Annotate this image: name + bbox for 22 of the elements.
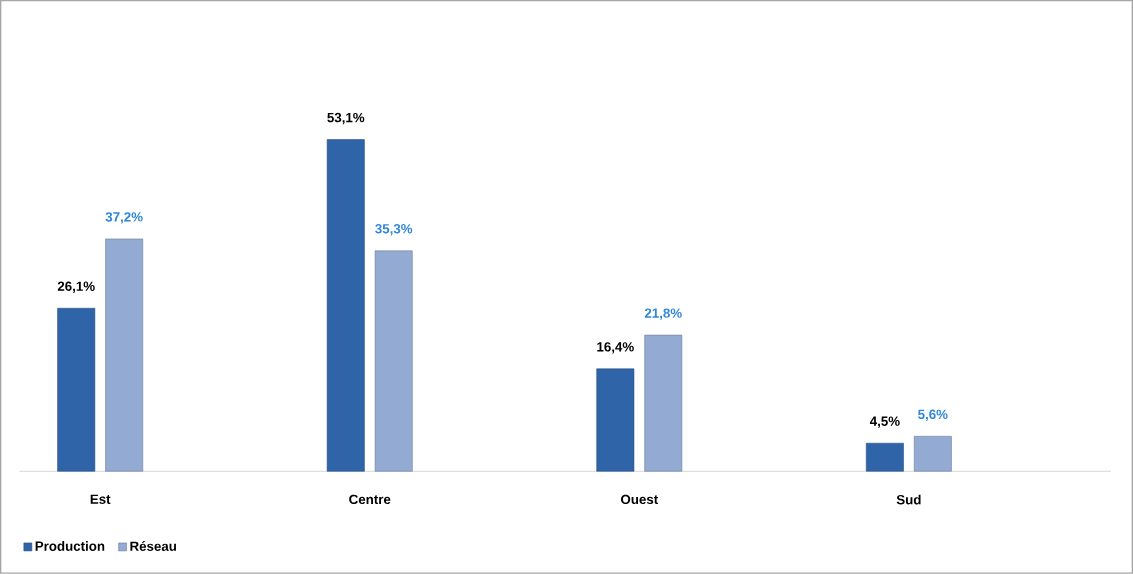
bar [644, 334, 683, 472]
bar [57, 308, 96, 472]
data-label: 37,2% [105, 212, 143, 224]
bar [865, 443, 904, 472]
x-tick-label: Sud [896, 494, 921, 505]
x-tick-label: Ouest [620, 494, 659, 505]
data-label: 53,1% [327, 112, 365, 125]
data-label: 16,4% [597, 342, 634, 354]
data-label: 5,6% [918, 409, 948, 422]
x-tick-label: Est [90, 494, 111, 505]
legend-label: Réseau [130, 541, 176, 552]
bar [326, 139, 365, 472]
data-label: 26,1% [57, 281, 95, 293]
data-label: 21,8% [644, 308, 682, 320]
data-label: 4,5% [869, 416, 900, 428]
x-tick-label: Centre [349, 494, 391, 505]
bar [596, 368, 635, 472]
bar [913, 436, 952, 472]
data-label: 35,3% [375, 224, 413, 236]
legend-label: Production [35, 541, 105, 551]
bar [105, 238, 144, 472]
bar [374, 250, 413, 472]
